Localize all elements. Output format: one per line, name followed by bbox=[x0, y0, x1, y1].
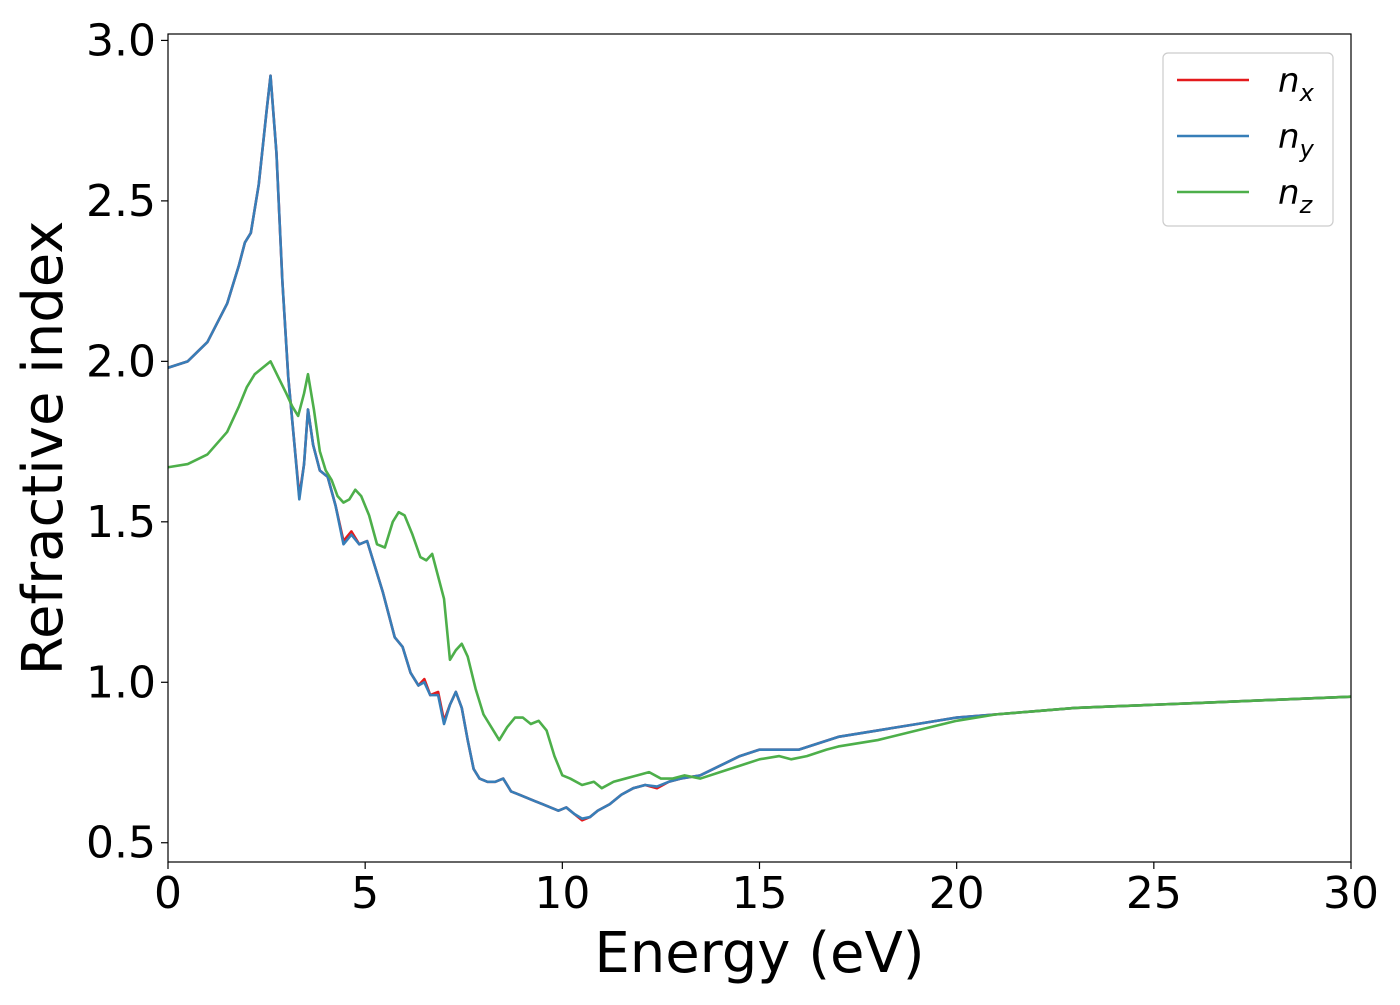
series-line-nz bbox=[168, 360, 1351, 790]
series-line-ny bbox=[168, 74, 1351, 820]
x-tick-label: 0 bbox=[154, 868, 182, 919]
y-tick-label: 0.5 bbox=[86, 818, 156, 869]
legend-label-nz: nz bbox=[1278, 173, 1314, 219]
x-tick-label: 15 bbox=[732, 868, 788, 919]
legend-label-main: n bbox=[1278, 173, 1300, 213]
legend-label-nx: nx bbox=[1278, 61, 1315, 107]
legend-box bbox=[1162, 52, 1334, 227]
y-tick-label: 1.0 bbox=[86, 657, 156, 708]
series-layer bbox=[168, 74, 1351, 822]
y-tick-label: 2.5 bbox=[86, 176, 156, 227]
x-tick-label: 5 bbox=[351, 868, 379, 919]
legend-label-main: n bbox=[1278, 61, 1300, 101]
x-tick-label: 20 bbox=[929, 868, 985, 919]
x-axis-label: Energy (eV) bbox=[594, 921, 924, 986]
y-tick-label: 3.0 bbox=[86, 15, 156, 66]
x-tick-label: 10 bbox=[534, 868, 590, 919]
x-tick-label: 25 bbox=[1126, 868, 1182, 919]
legend-label-subscript: x bbox=[1299, 79, 1315, 107]
y-axis-label: Refractive index bbox=[11, 221, 76, 676]
x-tick-label: 30 bbox=[1323, 868, 1379, 919]
y-tick-label: 1.5 bbox=[86, 497, 156, 548]
legend-label-ny: ny bbox=[1278, 117, 1315, 163]
legend-label-subscript: y bbox=[1299, 135, 1315, 163]
ticks-layer: 0 5 10 15 20 25 30 0.5 1.0 1.5 2.0 2.5 3.0 bbox=[86, 15, 1379, 919]
y-tick-label: 2.0 bbox=[86, 336, 156, 387]
legend-label-main: n bbox=[1278, 117, 1300, 157]
legend-label-subscript: z bbox=[1299, 191, 1314, 219]
